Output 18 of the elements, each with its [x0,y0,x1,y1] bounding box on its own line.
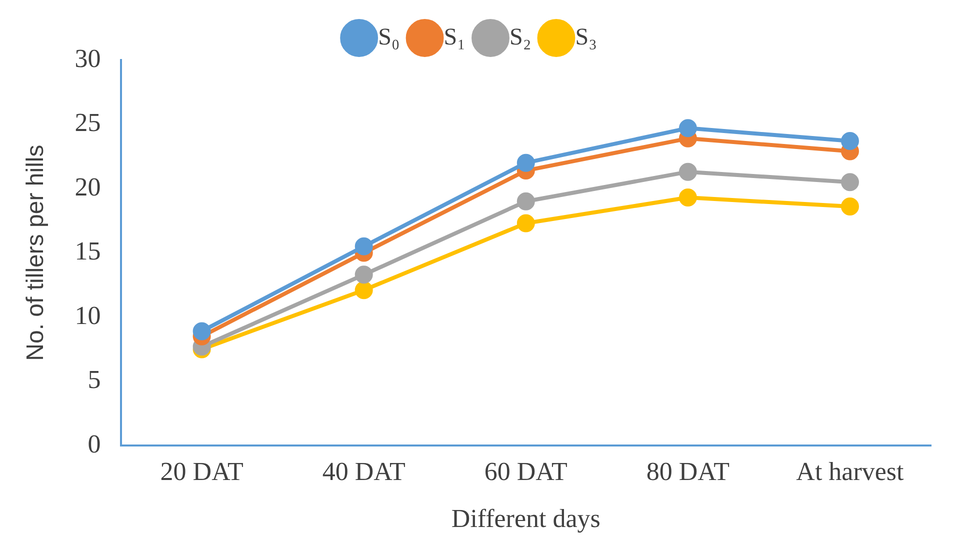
x-axis-title: Different days [451,504,600,534]
y-tick-label: 20 [74,172,101,202]
y-tick-label: 0 [88,429,101,458]
y-tick-label: 15 [74,236,101,266]
x-tick-label: 40 DAT [322,457,406,486]
legend-label: S₃ [575,24,597,50]
y-axis-title: No. of tillers per hills [22,144,50,361]
x-tick-label: 60 DAT [484,457,568,486]
y-tick-label: 25 [74,108,101,138]
x-tick-label: At harvest [796,457,905,486]
y-tick-label: 10 [74,300,101,330]
x-tick-label: 20 DAT [160,457,244,486]
x-tick-label: 80 DAT [646,457,730,486]
y-tick-label: 5 [88,365,101,394]
legend-label: S₀ [378,24,400,50]
legend-label: S₂ [510,24,532,50]
legend-label: S₁ [444,24,466,50]
y-tick-label: 30 [74,44,101,73]
